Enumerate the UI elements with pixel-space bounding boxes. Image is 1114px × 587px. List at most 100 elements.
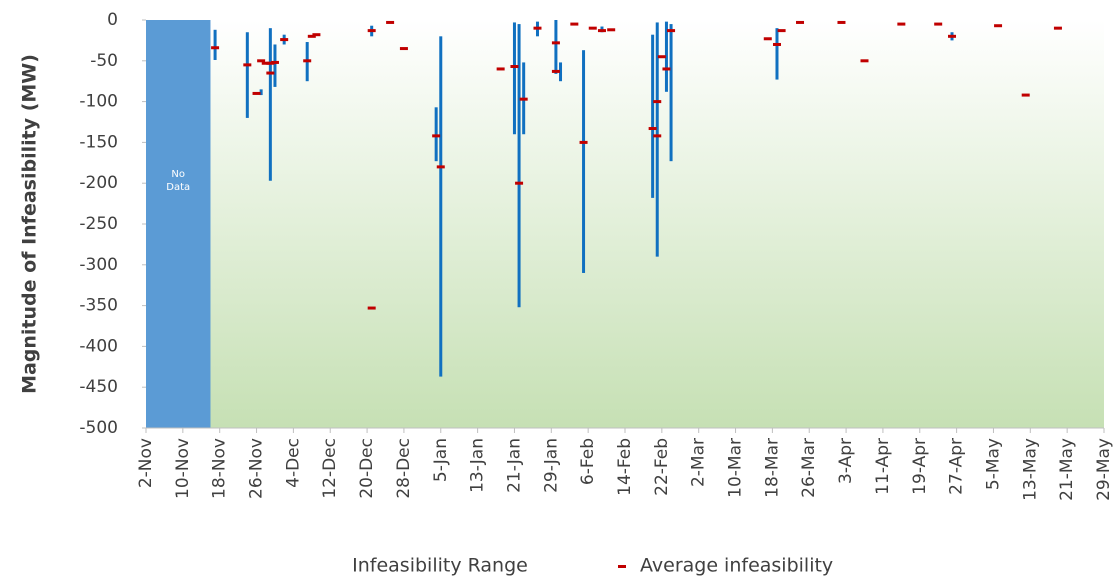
average-marker [772,42,781,46]
range-bar [268,28,272,181]
average-marker [653,134,662,138]
average-marker [307,34,316,38]
range-bar [213,29,217,60]
x-tick-label: 21-May [1057,438,1077,501]
x-tick-label: 14-Feb [615,438,635,496]
average-marker [399,47,408,51]
x-tick-label: 13-Jan [468,438,488,493]
x-tick-label: 12-Dec [320,438,340,499]
average-marker [860,59,869,63]
y-tick-label: -400 [79,336,118,356]
y-tick-label: 0 [107,10,118,30]
legend-swatch [618,565,626,568]
range-bar [669,24,673,162]
y-tick-label: -500 [79,418,118,438]
average-marker [570,22,579,26]
average-marker [252,91,261,95]
no-data-region [146,20,211,428]
range-bar [439,36,443,377]
average-marker [588,26,597,30]
x-tick-label: 3-Apr [836,438,856,484]
x-tick-label: 29-May [1094,438,1114,501]
y-axis-label: Magnitude of Infeasibility (MW) [19,54,41,394]
x-tick-label: 10-Mar [726,438,746,498]
average-marker [648,127,657,131]
range-bar [651,34,655,198]
average-marker [579,140,588,144]
y-tick-label: -150 [79,132,118,152]
x-tick-label: 28-Dec [394,438,414,499]
average-marker [667,29,676,33]
range-bar [775,28,779,80]
average-marker [367,29,376,33]
x-tick-label: 2-Mar [689,438,709,487]
y-tick-label: -300 [79,255,118,275]
average-marker [597,29,606,33]
average-marker [551,41,560,45]
x-tick-label: 5-May [983,438,1003,490]
range-bar [245,32,249,118]
x-tick-label: 13-May [1020,438,1040,501]
average-marker [436,165,445,169]
y-tick-label: -50 [90,51,118,71]
x-tick-label: 26-Mar [799,438,819,498]
average-marker [897,22,906,26]
x-tick-label: 19-Apr [910,438,930,495]
x-tick-label: 18-Mar [762,438,782,498]
average-marker [266,61,275,65]
average-marker [257,59,266,63]
x-tick-label: 5-Jan [431,438,451,482]
range-bar [655,22,659,257]
average-marker [1053,26,1062,30]
range-bar [582,50,586,273]
average-marker [367,306,376,310]
average-marker [515,181,524,185]
x-tick-label: 18-Nov [210,438,230,499]
x-tick-label: 10-Nov [173,438,193,499]
average-marker [519,97,528,101]
legend-label: Average infeasibility [640,555,833,577]
plot-area [146,20,1104,428]
average-marker [662,67,671,71]
average-marker [312,33,321,37]
average-marker [303,59,312,63]
y-tick-label: -250 [79,214,118,234]
average-marker [777,29,786,33]
x-tick-label: 4-Dec [283,438,303,488]
x-tick-label: 11-Apr [873,438,893,495]
y-tick-label: -100 [79,92,118,112]
range-bar [517,24,521,308]
average-marker [243,63,252,67]
range-bar [559,62,563,82]
range-bar [273,44,277,87]
range-bar [512,22,516,135]
average-marker [796,20,805,24]
y-tick-label: -200 [79,173,118,193]
average-marker [496,67,505,71]
average-marker [533,26,542,30]
no-data-label: No Data [166,169,190,193]
x-tick-label: 27-Apr [947,438,967,495]
x-tick-label: 22-Feb [652,438,672,496]
x-tick-label: 2-Nov [136,438,156,488]
average-marker [837,20,846,24]
average-marker [270,60,279,64]
average-marker [948,34,957,38]
average-marker [266,71,275,75]
average-marker [386,20,395,24]
range-bar [664,21,668,92]
average-marker [657,55,666,59]
average-marker [432,134,441,138]
x-tick-label: 20-Dec [357,438,377,499]
average-marker [261,61,270,65]
legend-label: Infeasibility Range [352,555,528,577]
average-marker [763,37,772,41]
average-marker [607,28,616,32]
y-tick-label: -450 [79,377,118,397]
x-tick-label: 26-Nov [247,438,267,499]
average-marker [994,24,1003,28]
x-tick-label: 21-Jan [504,438,524,493]
average-marker [551,69,560,73]
average-marker [280,38,289,42]
